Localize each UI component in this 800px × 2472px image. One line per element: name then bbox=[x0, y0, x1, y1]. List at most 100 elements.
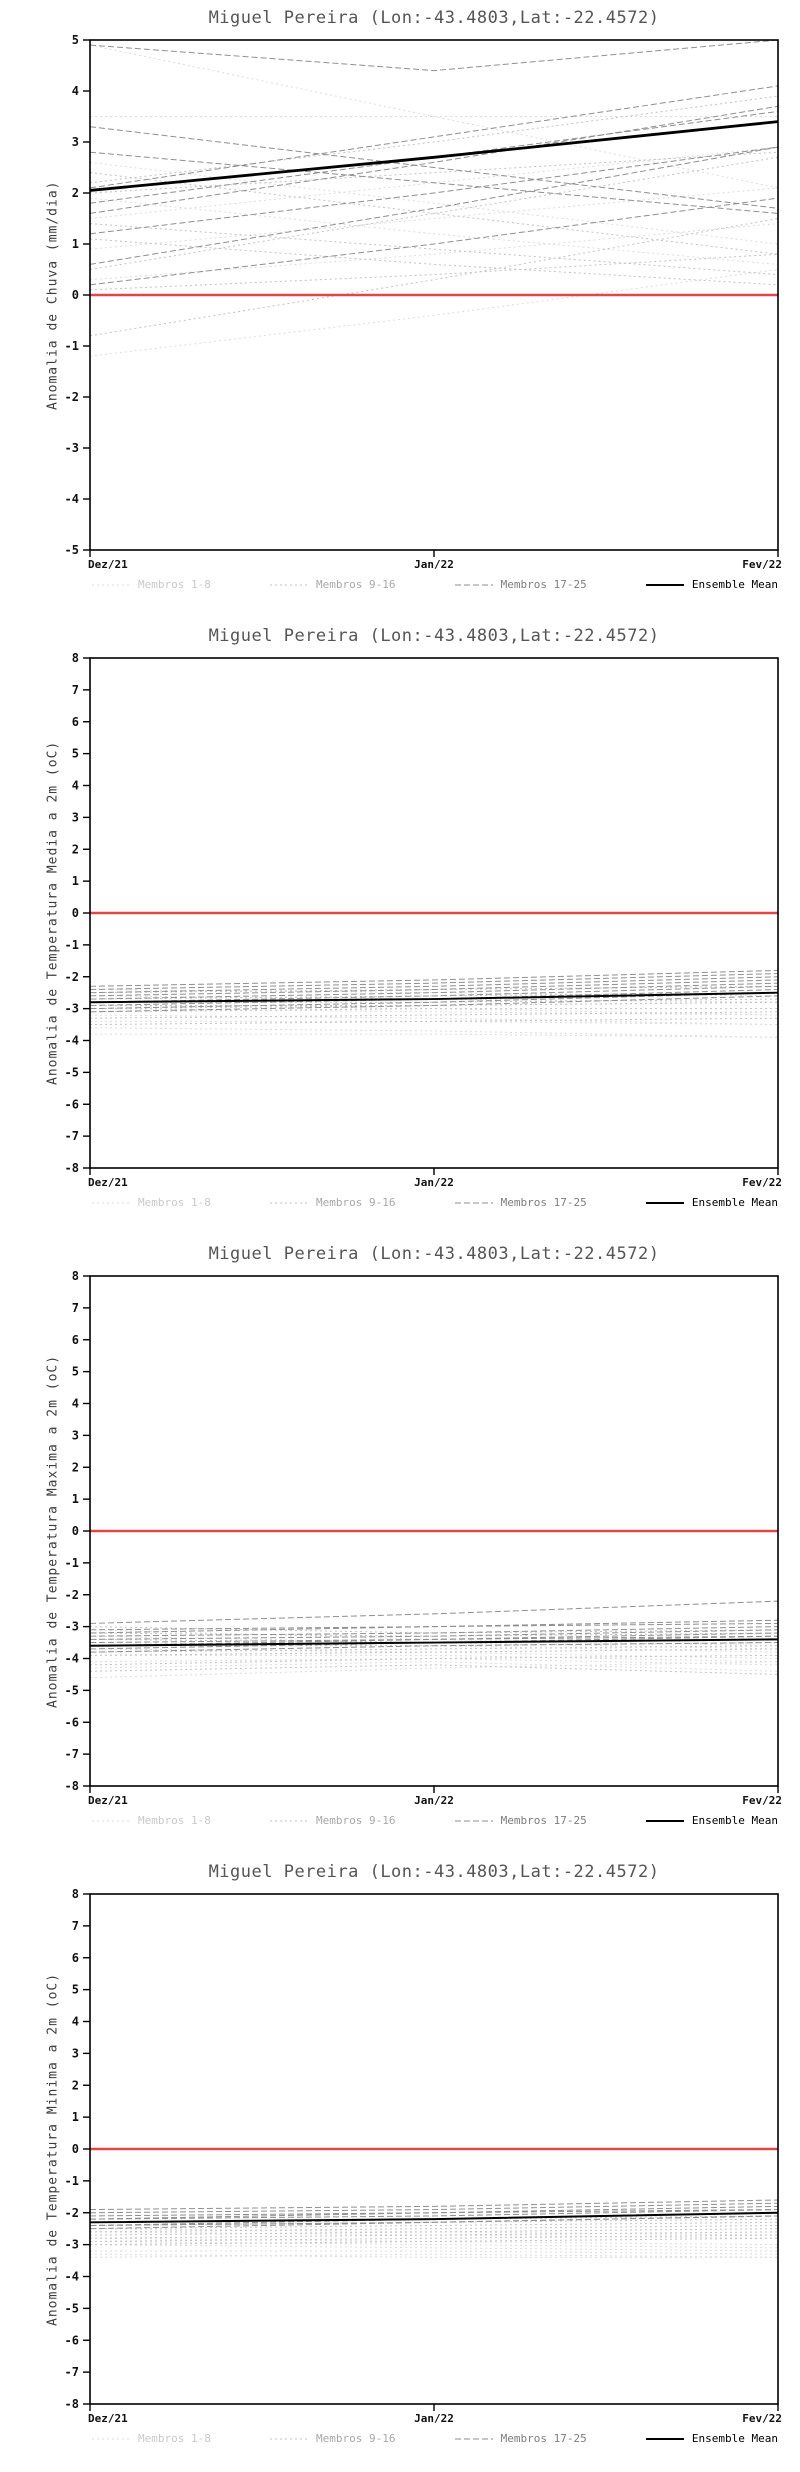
x-tick-label: Fev/22 bbox=[742, 1176, 782, 1189]
legend-line-sample-icon bbox=[270, 1820, 309, 1822]
legend-label: Membros 1-8 bbox=[138, 2432, 211, 2445]
y-tick-label: 2 bbox=[72, 842, 79, 856]
member-line bbox=[89, 253, 779, 291]
member-line bbox=[89, 976, 779, 994]
y-tick-label: -4 bbox=[65, 2270, 79, 2284]
member-line bbox=[89, 2237, 779, 2246]
legend-item-ensemble-mean: Ensemble Mean bbox=[644, 578, 778, 591]
member-line bbox=[90, 1033, 779, 1038]
legend-label: Ensemble Mean bbox=[691, 578, 778, 591]
y-tick-label: 0 bbox=[72, 1524, 79, 1538]
legend-item-ensemble-mean: Ensemble Mean bbox=[644, 1814, 778, 1827]
member-line bbox=[89, 1619, 779, 1631]
legend-label: Membros 9-16 bbox=[316, 2432, 396, 2445]
y-tick-label: 4 bbox=[72, 2015, 79, 2029]
member-line bbox=[89, 973, 779, 990]
ensemble-mean-line bbox=[89, 1638, 779, 1647]
member-line bbox=[89, 982, 779, 1000]
member-line bbox=[89, 2228, 779, 2236]
legend-label: Membros 17-25 bbox=[500, 578, 587, 591]
legend-item-membros-1-8: Membros 1-8 bbox=[90, 578, 211, 591]
y-tick-label: -2 bbox=[65, 1588, 79, 1602]
member-line bbox=[89, 2215, 779, 2226]
member-line bbox=[89, 85, 779, 189]
legend-line-sample-icon bbox=[92, 584, 130, 586]
y-tick-label: 5 bbox=[72, 747, 79, 761]
legend-item-membros-1-8: Membros 1-8 bbox=[90, 1814, 211, 1827]
y-tick-label: 3 bbox=[72, 2046, 79, 2060]
plot-area: -8 -7 -6 -5 -4 -3 -2 -1 0 1 2 3 4 5 6 7 8 Dez/21 Jan/22 Fev… bbox=[65, 651, 782, 1189]
member-line bbox=[90, 1020, 779, 1026]
member-line bbox=[89, 2240, 779, 2249]
y-tick-label: 2 bbox=[72, 186, 79, 200]
x-tick-label: Fev/22 bbox=[742, 1794, 782, 1807]
legend-label: Membros 17-25 bbox=[500, 1196, 587, 1209]
y-tick-label: 1 bbox=[72, 237, 79, 251]
chart-panel-temp-media: -8 -7 -6 -5 -4 -3 -2 -1 0 1 2 3 4 5 6 7 8 Dez/21 Jan/22 Fev… bbox=[0, 618, 800, 1236]
legend-item-membros-9-16: Membros 9-16 bbox=[268, 2432, 396, 2445]
y-tick-label: -8 bbox=[65, 1779, 79, 1793]
member-line bbox=[89, 172, 779, 255]
y-tick-label: 6 bbox=[72, 1333, 79, 1347]
y-tick-label: 3 bbox=[72, 1428, 79, 1442]
x-tick-label: Jan/22 bbox=[414, 1794, 454, 1807]
y-tick-label: -8 bbox=[65, 2397, 79, 2411]
y-tick-label: 1 bbox=[72, 1492, 79, 1506]
member-line bbox=[89, 44, 779, 189]
legend-line-sample-icon bbox=[645, 1820, 684, 1822]
member-line bbox=[89, 1626, 779, 1637]
member-line bbox=[89, 156, 779, 270]
y-tick-label: -6 bbox=[65, 1097, 79, 1111]
x-tick-label: Jan/22 bbox=[414, 1176, 454, 1189]
legend-label: Membros 1-8 bbox=[138, 1196, 211, 1209]
member-line bbox=[89, 1654, 779, 1666]
legend-label: Membros 1-8 bbox=[138, 578, 211, 591]
legend-label: Membros 17-25 bbox=[500, 1814, 587, 1827]
member-line bbox=[90, 1654, 779, 1663]
y-tick-label: -4 bbox=[65, 1034, 79, 1048]
chart-title: Miguel Pereira (Lon:-43.4803,Lat:-22.457… bbox=[208, 626, 660, 646]
ensemble-mean-line bbox=[89, 991, 779, 1004]
chart-panel-chuva: -5 -4 -3 -2 -1 0 1 2 3 4 5 Dez/21 Jan/22 Fev/22 Migue… bbox=[0, 0, 800, 618]
plot-area: -8 -7 -6 -5 -4 -3 -2 -1 0 1 2 3 4 5 6 7 8 Dez/21 Jan/22 Fev… bbox=[65, 1887, 782, 2425]
y-tick-label: 5 bbox=[72, 1365, 79, 1379]
y-tick-label: 3 bbox=[72, 810, 79, 824]
y-tick-label: 0 bbox=[72, 288, 79, 302]
member-line bbox=[89, 995, 779, 1013]
y-tick-label: 4 bbox=[72, 84, 79, 98]
chart-title: Miguel Pereira (Lon:-43.4803,Lat:-22.457… bbox=[208, 1862, 660, 1882]
member-line bbox=[89, 187, 779, 250]
legend-item-membros-17-25: Membros 17-25 bbox=[453, 2432, 587, 2445]
member-line bbox=[89, 2244, 779, 2252]
member-line bbox=[89, 2234, 779, 2242]
y-tick-label: 7 bbox=[72, 1919, 79, 1933]
legend-line-sample-icon bbox=[270, 584, 309, 586]
legend: Membros 1-8 Membros 9-16 Membros 17-25 E… bbox=[90, 578, 778, 591]
y-tick-label: 5 bbox=[72, 33, 79, 47]
legend-line-sample-icon bbox=[92, 1820, 130, 1822]
legend-label: Ensemble Mean bbox=[691, 1196, 778, 1209]
legend-label: Membros 17-25 bbox=[500, 2432, 587, 2445]
member-line bbox=[89, 2209, 779, 2220]
y-tick-label: -3 bbox=[65, 1620, 79, 1634]
member-line bbox=[89, 105, 779, 214]
legend-item-ensemble-mean: Ensemble Mean bbox=[644, 1196, 778, 1209]
y-tick-label: 1 bbox=[72, 2110, 79, 2124]
member-line bbox=[89, 1629, 779, 1640]
y-tick-label: -2 bbox=[65, 970, 79, 984]
y-tick-label: -6 bbox=[65, 2333, 79, 2347]
y-tick-label: 2 bbox=[72, 2078, 79, 2092]
y-tick-label: -1 bbox=[65, 938, 79, 952]
x-tick-label: Fev/22 bbox=[742, 2412, 782, 2425]
y-tick-label: 4 bbox=[72, 1397, 79, 1411]
legend-item-membros-17-25: Membros 17-25 bbox=[453, 1814, 587, 1827]
y-tick-label: -1 bbox=[65, 2174, 79, 2188]
x-tick-label: Dez/21 bbox=[88, 1794, 128, 1807]
y-tick-label: 6 bbox=[72, 1951, 79, 1965]
member-line bbox=[89, 979, 779, 997]
member-line bbox=[89, 1600, 779, 1624]
member-line bbox=[89, 2253, 779, 2258]
legend: Membros 1-8 Membros 9-16 Membros 17-25 E… bbox=[90, 1814, 778, 1827]
y-tick-label: 4 bbox=[72, 779, 79, 793]
member-line bbox=[89, 2237, 779, 2246]
